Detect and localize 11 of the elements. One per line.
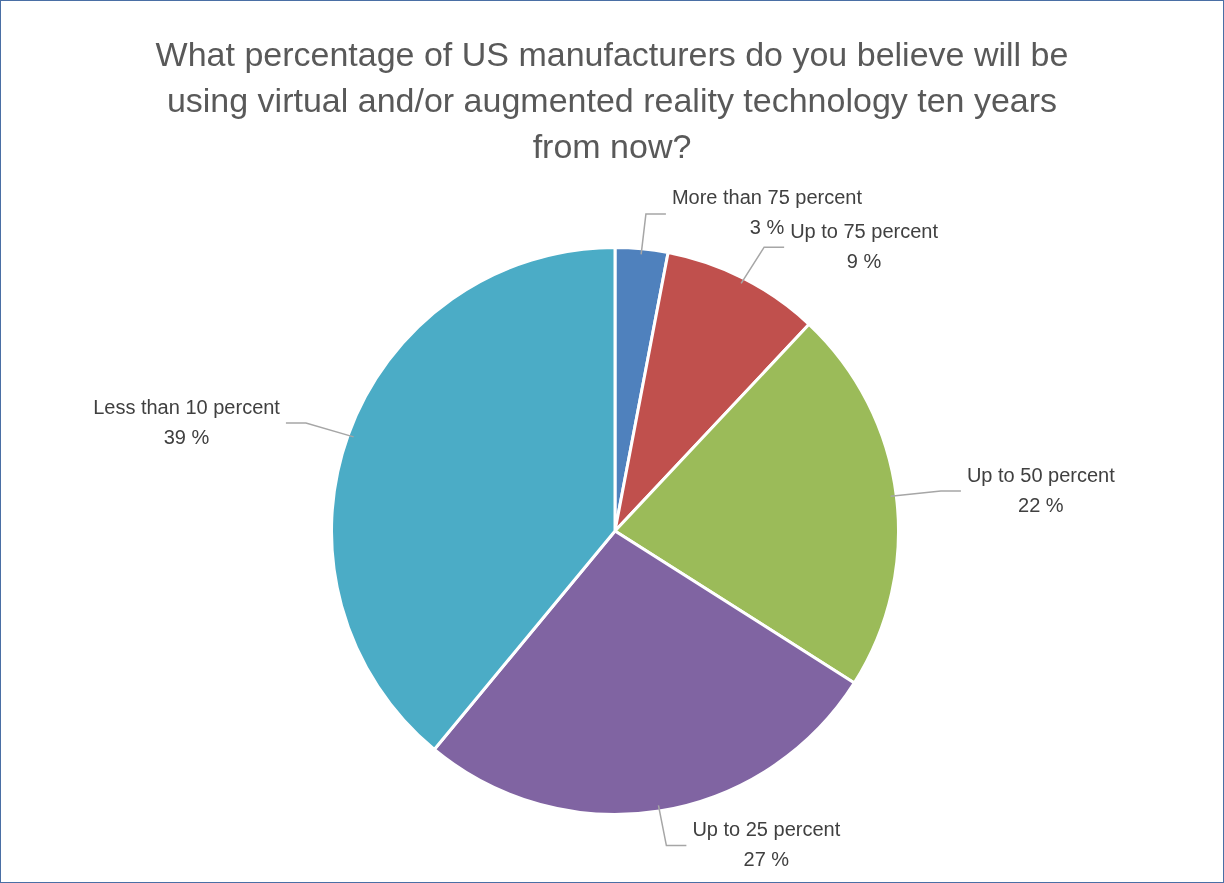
- slice-label: More than 75 percent: [671, 186, 863, 209]
- data-label: 27 %: [743, 848, 790, 871]
- slice-label: Up to 75 percent: [790, 219, 939, 242]
- slice-label: Up to 50 percent: [966, 463, 1116, 486]
- slice-label: Less than 10 percent: [93, 395, 281, 418]
- data-label: 3 %: [749, 216, 785, 239]
- data-label: 39 %: [163, 425, 210, 448]
- chart-title: What percentage of US manufacturers do you believe will be using virtual and/or augmented reality technology ten years from now?: [154, 34, 1070, 167]
- slice-label: Up to 25 percent: [692, 818, 841, 841]
- data-label: 22 %: [1018, 493, 1064, 516]
- data-label: 9 %: [846, 249, 882, 272]
